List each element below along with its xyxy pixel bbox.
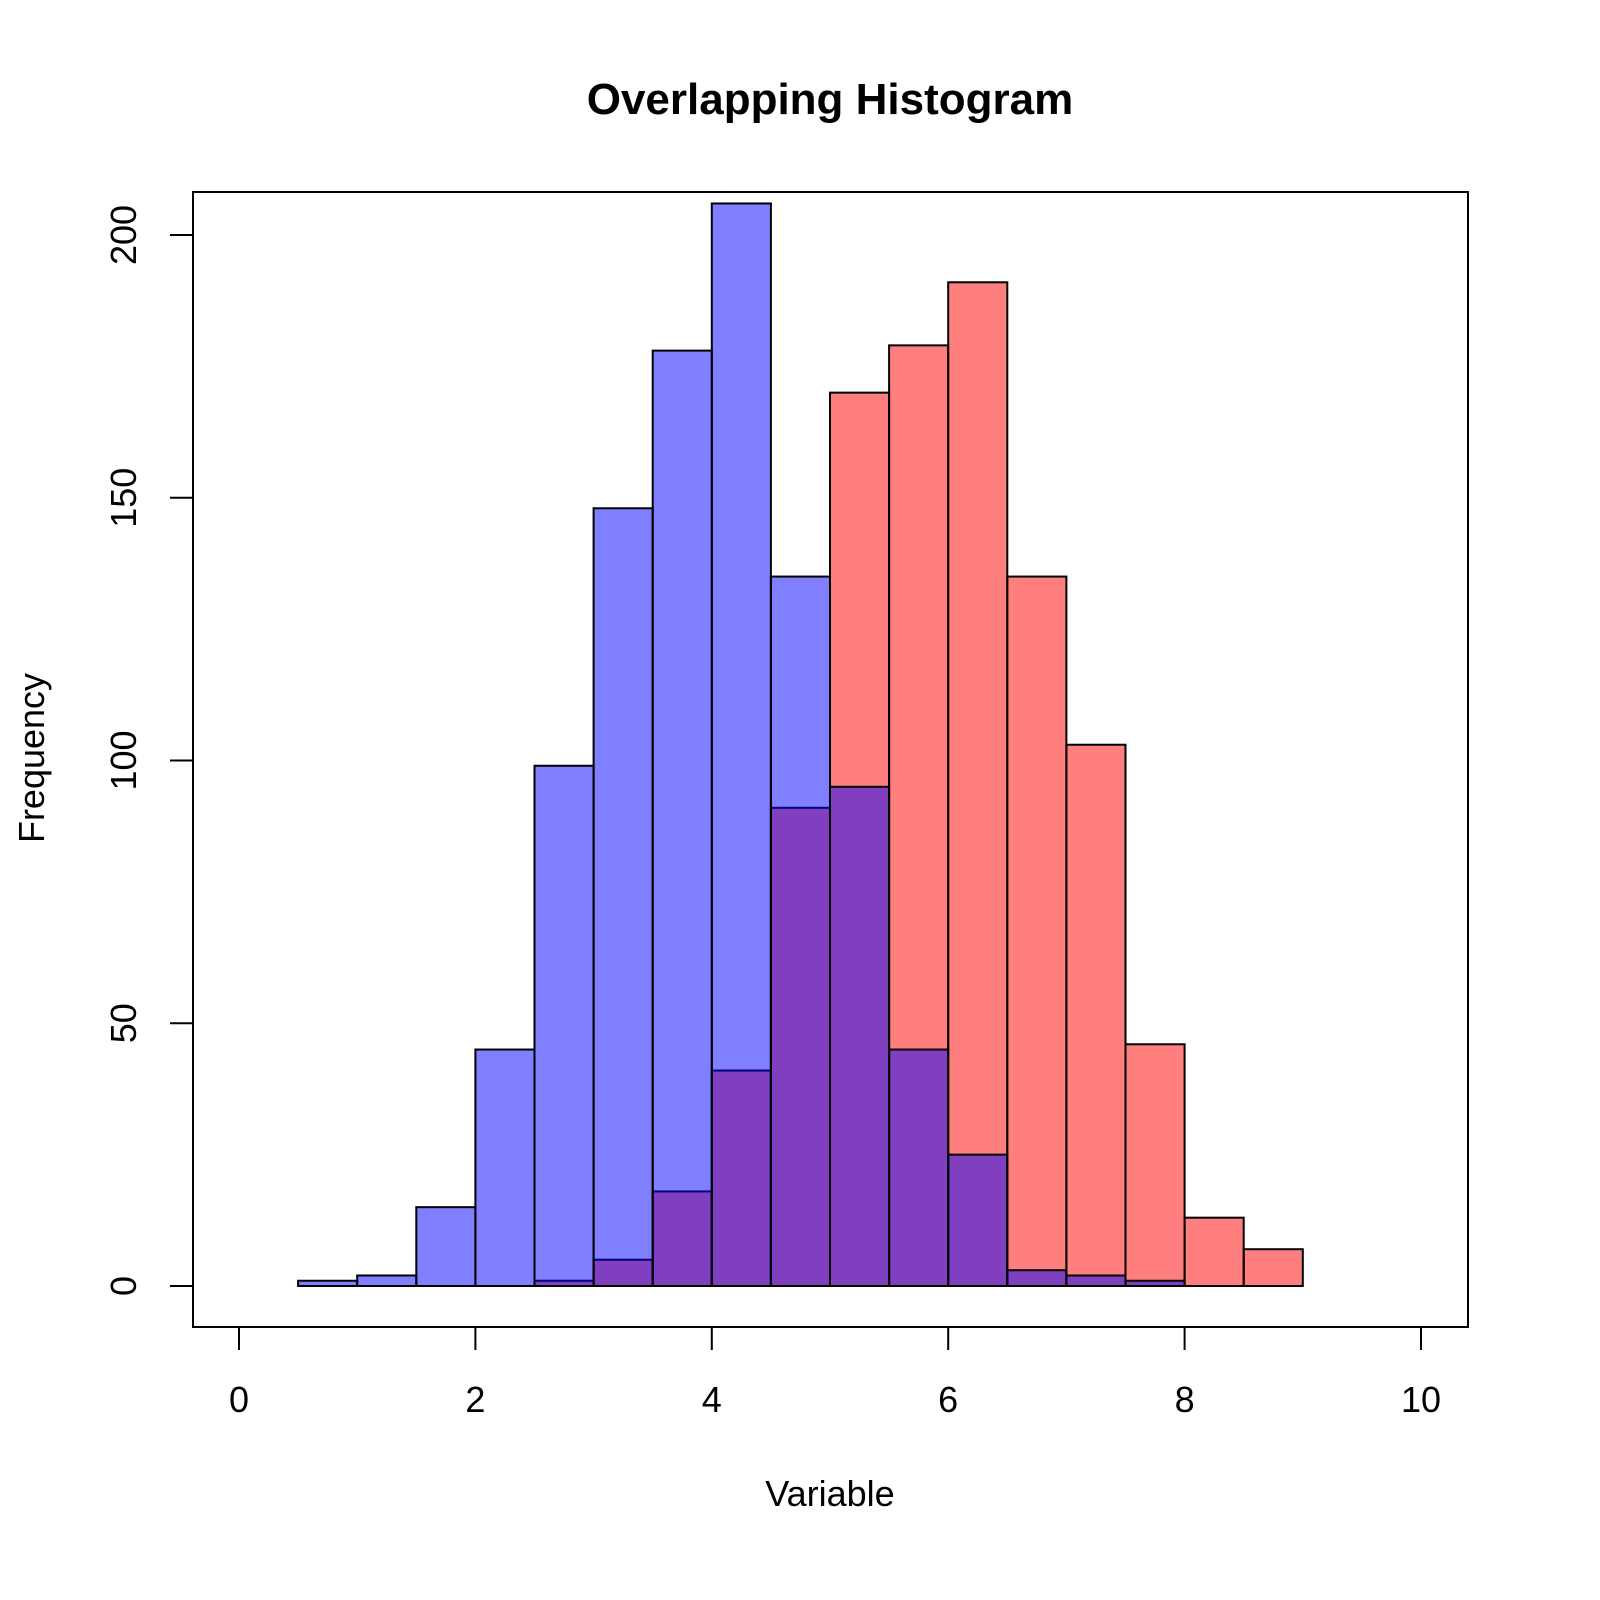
bar-series1-bin12 xyxy=(1006,1269,1068,1287)
y-tick-label: 200 xyxy=(103,205,144,265)
chart-title: Overlapping Histogram xyxy=(587,75,1074,124)
y-tick-label: 0 xyxy=(103,1276,144,1296)
bar-series1-bin4 xyxy=(533,764,595,1287)
x-tick-label: 4 xyxy=(702,1379,722,1420)
y-tick-label: 50 xyxy=(103,1003,144,1043)
bar-series0-bin11 xyxy=(1183,1216,1245,1288)
bar-series0-bin10 xyxy=(1124,1043,1186,1288)
x-tick-label: 6 xyxy=(938,1379,958,1420)
x-axis: 0 2 4 6 8 10 xyxy=(229,1326,1441,1420)
bar-series1-bin3 xyxy=(474,1048,536,1288)
bar-series0-bin8 xyxy=(1006,575,1068,1287)
x-tick-label: 0 xyxy=(229,1379,249,1420)
y-axis-label: Frequency xyxy=(11,673,52,843)
bar-series1-bin0 xyxy=(297,1279,359,1287)
x-tick-label: 2 xyxy=(465,1379,485,1420)
bar-series0-bin9 xyxy=(1065,743,1127,1287)
bars xyxy=(297,202,1304,1288)
y-tick-label: 100 xyxy=(103,730,144,790)
bar-series1-bin2 xyxy=(415,1206,477,1288)
bar-series1-bin7 xyxy=(710,202,772,1288)
bar-series1-bin13 xyxy=(1065,1274,1127,1287)
x-tick-label: 10 xyxy=(1401,1379,1441,1420)
bar-series1-bin5 xyxy=(592,507,654,1287)
x-tick-label: 8 xyxy=(1175,1379,1195,1420)
y-axis: 0 50 100 150 200 xyxy=(103,205,194,1296)
bar-series1-bin6 xyxy=(651,349,713,1287)
bar-series1-bin8 xyxy=(769,575,832,1287)
bar-series0-bin7 xyxy=(947,281,1009,1288)
bar-series1-bin1 xyxy=(356,1274,418,1287)
bar-series1-bin9 xyxy=(829,785,891,1288)
bar-series1-bin10 xyxy=(888,1048,950,1288)
bar-series1-bin14 xyxy=(1124,1279,1186,1287)
y-tick-label: 150 xyxy=(103,468,144,528)
bar-series1-bin11 xyxy=(947,1153,1009,1287)
x-axis-label: Variable xyxy=(765,1473,894,1514)
bar-series0-bin12 xyxy=(1242,1248,1304,1287)
